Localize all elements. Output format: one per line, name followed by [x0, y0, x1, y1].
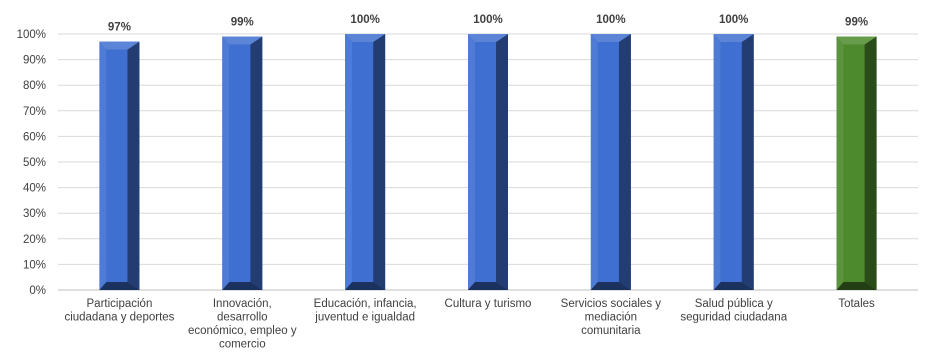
bar-bevel-right — [741, 34, 754, 290]
y-tick-label: 50% — [23, 157, 46, 169]
bar-bevel-left — [345, 34, 353, 290]
data-label: 100% — [350, 14, 379, 26]
bar — [836, 36, 877, 291]
bar-bevel-right — [127, 41, 140, 291]
bar-face — [843, 44, 865, 283]
y-tick-label: 40% — [23, 183, 46, 195]
bar-bevel-left — [590, 34, 598, 290]
bar — [590, 34, 631, 290]
data-label: 100% — [719, 14, 748, 26]
data-label: 100% — [473, 14, 502, 26]
bar — [222, 36, 263, 291]
category-label: Cultura y turismo — [445, 298, 532, 310]
bar-bevel-left — [713, 34, 721, 290]
x-axis-category-labels: Participación ciudadana y deportes Innovac… — [64, 298, 875, 351]
category-label: Innovación, desarrollo económico, empleo y… — [188, 298, 297, 351]
bar-bevel-right — [864, 36, 877, 291]
bar-bevel-top — [99, 41, 140, 50]
bars — [99, 34, 877, 291]
y-tick-label: 30% — [23, 208, 46, 220]
y-tick-label: 60% — [23, 131, 46, 143]
bar-bevel-bottom — [468, 282, 508, 290]
bar-bevel-bottom — [99, 282, 140, 290]
y-tick-label: 10% — [23, 259, 46, 271]
bar-face — [475, 42, 496, 282]
bar-face — [106, 49, 128, 283]
data-label: 97% — [108, 22, 131, 34]
bar-bevel-bottom — [836, 282, 877, 290]
y-tick-label: 20% — [23, 234, 46, 246]
bar-bevel-bottom — [713, 282, 754, 290]
bar-bevel-top — [468, 34, 508, 42]
data-label: 99% — [845, 17, 868, 29]
bar-bevel-right — [618, 34, 631, 290]
data-label: 100% — [596, 14, 625, 26]
y-tick-label: 0% — [29, 285, 46, 297]
category-label: Totales — [838, 298, 875, 310]
data-label: 99% — [231, 17, 254, 29]
bar-bevel-right — [373, 34, 386, 290]
bar-bevel-bottom — [222, 282, 263, 290]
bar — [345, 34, 386, 290]
bar — [99, 41, 140, 291]
y-tick-label: 90% — [23, 55, 46, 67]
bar-bevel-top — [836, 36, 877, 45]
y-tick-label: 100% — [17, 29, 46, 41]
bar — [468, 34, 508, 290]
bar-face — [597, 42, 619, 282]
y-tick-label: 80% — [23, 80, 46, 92]
bar-bevel-left — [468, 34, 475, 290]
bar-face — [352, 42, 374, 282]
bar-face — [720, 42, 742, 282]
bar-bevel-left — [222, 36, 230, 291]
y-axis-tick-labels: 0% 10% 20% 30% 40% 50% 60% 70% 80% 90% 100% — [17, 29, 46, 297]
category-label: Salud pública y seguridad ciudadana — [680, 298, 787, 324]
bar-bevel-bottom — [590, 282, 631, 290]
bar-bevel-top — [345, 34, 386, 42]
y-tick-label: 70% — [23, 106, 46, 118]
bar-bevel-bottom — [345, 282, 386, 290]
category-label: Educación, infancia, juventud e igualdad — [314, 298, 417, 324]
bar-bevel-right — [250, 36, 263, 291]
bar-face — [229, 44, 251, 283]
bar — [713, 34, 754, 290]
bar-bevel-top — [590, 34, 631, 42]
category-label: Participación ciudadana y deportes — [64, 298, 174, 324]
category-label: Servicios sociales y mediación comunitaria — [561, 298, 662, 337]
bar-bevel-left — [836, 36, 844, 291]
bar-bevel-right — [496, 34, 508, 290]
data-labels: 97% 99% 100% 100% 100% 100% 99% — [108, 14, 868, 34]
bar-bevel-top — [222, 36, 263, 45]
bar-bevel-left — [99, 41, 107, 291]
bar-bevel-top — [713, 34, 754, 42]
